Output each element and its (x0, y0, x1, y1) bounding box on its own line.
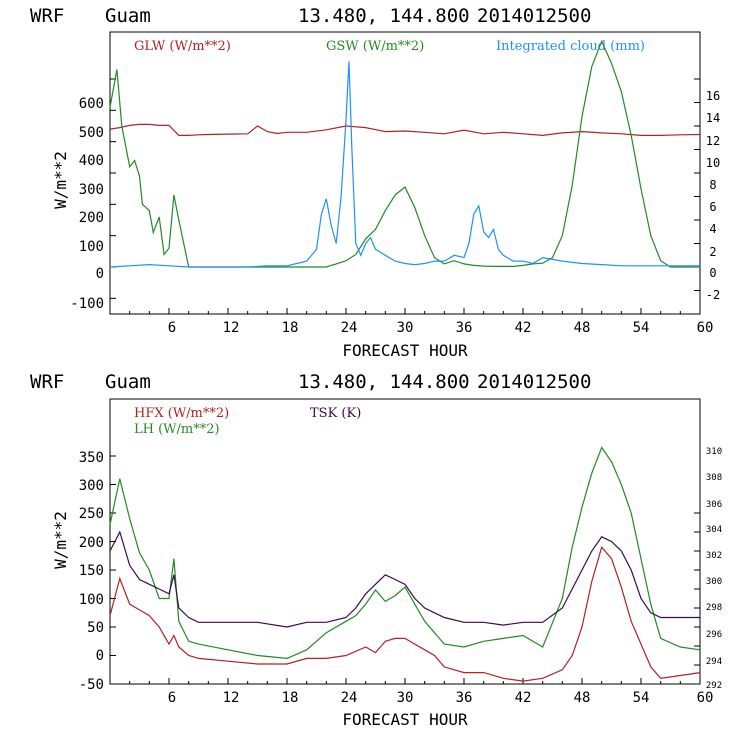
x-tick-label: 54 (633, 690, 650, 706)
y2-tick-label: 308 (706, 473, 722, 483)
x-tick-label: 36 (456, 690, 473, 706)
x-tick-label: 48 (574, 320, 591, 336)
x-tick-label: 48 (574, 690, 591, 706)
legend-glw: GLW (W/m**2) (134, 39, 231, 54)
x-tick-label: 30 (397, 690, 414, 706)
title-init: 2014012500 (477, 371, 591, 393)
legend-hfx: HFX (W/m**2) (134, 406, 229, 421)
title-site: Guam (105, 371, 151, 393)
title-model: WRF (30, 5, 64, 27)
y2-tick-label: 12 (706, 134, 720, 148)
y2-tick-label: 2 (709, 245, 716, 259)
y2-tick-label: 10 (706, 156, 720, 170)
y2-tick-label: -2 (706, 288, 720, 302)
legend-cloud: Integrated cloud (mm) (496, 39, 645, 54)
x-tick-label: 6 (168, 690, 176, 706)
y2-tick-label: 292 (706, 681, 722, 691)
y-tick-label: 0 (96, 648, 104, 664)
y2-tick-label: 302 (706, 551, 722, 561)
y-tick-label: 100 (79, 239, 104, 255)
x-tick-label: 54 (633, 320, 650, 336)
series-line-lh (109, 446, 701, 660)
x-tick-label: 60 (697, 320, 714, 336)
plot-marks (109, 446, 701, 685)
series-line-gsw (109, 39, 700, 268)
plot-marks (109, 39, 701, 314)
x-tick-label: 12 (223, 320, 240, 336)
y2-tick-label: 300 (706, 577, 722, 587)
title-coords: 13.480, 144.800 (298, 5, 470, 27)
x-tick-label: 42 (515, 320, 532, 336)
x-ticks: 6 12 18 24 30 36 42 48 54 60 (168, 690, 714, 706)
y-tick-label: 500 (79, 125, 104, 141)
plot-frame (109, 31, 701, 315)
y-tick-label: -50 (79, 677, 104, 693)
y2-tick-label: 16 (706, 89, 720, 103)
y2-tick-label: 0 (709, 266, 716, 280)
chart-bottom: WRF Guam 13.480, 144.800 2014012500 HFX … (30, 371, 722, 729)
x-axis-label: FORECAST HOUR (342, 341, 468, 360)
y-tick-label: 150 (79, 563, 104, 579)
y2-tick-label: 306 (706, 500, 722, 510)
y-tick-label: 200 (79, 210, 104, 226)
y-ticks: -100 0 100 200 300 400 500 600 (70, 96, 104, 312)
y2-tick-label: 294 (706, 657, 722, 667)
y2-tick-label: 298 (706, 603, 722, 613)
y-tick-label: 250 (79, 506, 104, 522)
x-ticks: 6 12 18 24 30 36 42 48 54 60 (168, 320, 714, 336)
y-ticks: -50 0 50 100 150 200 250 300 350 (79, 450, 104, 693)
y-tick-label: 300 (79, 182, 104, 198)
x-tick-label: 18 (282, 320, 299, 336)
x-tick-label: 24 (341, 690, 358, 706)
y-axis-label: W/m**2 (51, 151, 70, 209)
y-tick-label: 350 (79, 450, 104, 466)
x-tick-label: 18 (282, 690, 299, 706)
chart-top: WRF Guam 13.480, 144.800 2014012500 GLW … (30, 5, 720, 360)
y2-tick-label: 310 (706, 447, 722, 457)
title-init: 2014012500 (477, 5, 591, 27)
title-coords: 13.480, 144.800 (298, 371, 470, 393)
x-tick-label: 36 (456, 320, 473, 336)
y2-ticks: -2 0 2 4 6 8 10 12 14 16 (706, 89, 720, 302)
y2-tick-label: 304 (706, 525, 722, 535)
y-tick-label: 200 (79, 535, 104, 551)
y2-tick-label: 296 (706, 630, 722, 640)
series-line-glw (109, 123, 701, 137)
y-tick-label: -100 (70, 296, 104, 312)
y2-tick-label: 8 (709, 178, 716, 192)
y2-ticks: 292 294 296 298 300 302 304 306 308 310 (706, 447, 722, 691)
x-tick-label: 30 (397, 320, 414, 336)
y-tick-label: 0 (96, 266, 104, 282)
y-axis-label: W/m**2 (51, 511, 70, 569)
y-tick-label: 100 (79, 592, 104, 608)
x-tick-label: 60 (697, 690, 714, 706)
legend-gsw: GSW (W/m**2) (326, 39, 424, 54)
series-line-hfx (109, 545, 701, 682)
x-tick-label: 6 (168, 320, 176, 336)
legend-tsk: TSK (K) (310, 406, 361, 421)
x-tick-label: 12 (223, 690, 240, 706)
x-axis-label: FORECAST HOUR (342, 710, 468, 729)
y-tick-label: 600 (79, 96, 104, 112)
title-site: Guam (105, 5, 151, 27)
y2-tick-label: 4 (709, 222, 716, 236)
series-line-integrated (109, 61, 700, 268)
y2-tick-label: 6 (709, 200, 716, 214)
x-tick-label: 42 (515, 690, 532, 706)
y2-tick-label: 14 (706, 111, 720, 125)
series-line-tsk (109, 530, 700, 628)
title-model: WRF (30, 371, 64, 393)
x-tick-label: 24 (341, 320, 358, 336)
y-tick-label: 400 (79, 153, 104, 169)
legend-lh: LH (W/m**2) (134, 422, 220, 437)
y-tick-label: 300 (79, 478, 104, 494)
y-tick-label: 50 (87, 620, 104, 636)
